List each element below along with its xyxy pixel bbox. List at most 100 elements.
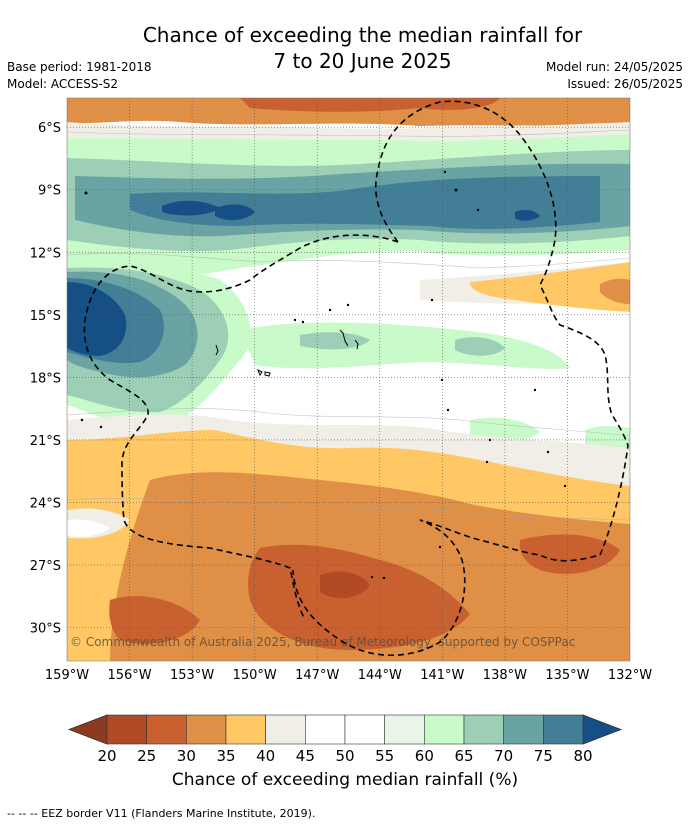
- colorbar-segment: [543, 714, 584, 745]
- island-dot: [476, 208, 480, 212]
- map-frame: [66, 97, 631, 662]
- lon-label: 138°W: [483, 668, 527, 683]
- region-dry-central-east: [470, 262, 630, 312]
- region-wettest-north-1: [162, 200, 220, 216]
- lon-label: 132°W: [608, 668, 652, 683]
- lon-label: 141°W: [420, 668, 464, 683]
- island-4: [354, 339, 359, 350]
- region-wet-mid-central-east: [455, 337, 505, 356]
- eez-border-west: [83, 234, 399, 621]
- contour-lines: [67, 129, 630, 521]
- island-dot: [446, 408, 450, 412]
- island-1: [257, 368, 263, 377]
- island-dot: [293, 318, 297, 322]
- meta-left: Base period: 1981-2018 Model: ACCESS-S2: [7, 59, 152, 93]
- colorbar-segment: [463, 714, 504, 745]
- lat-label: 9°S: [38, 184, 61, 199]
- island-dot: [438, 545, 442, 549]
- colorbar-segment: [106, 714, 147, 745]
- island-dot: [546, 450, 550, 454]
- contour-line: [67, 129, 630, 137]
- longitude-labels: 159°W 156°W 153°W 150°W 147°W 144°W 141°W 138°W…: [45, 668, 652, 683]
- colorbar-segment: [146, 714, 187, 745]
- island-5: [215, 344, 219, 356]
- colorbar-tick-label: 55: [375, 747, 394, 765]
- colorbar-tick-label: 50: [335, 747, 354, 765]
- eez-footnote: -- -- -- EEZ border V11 (Flanders Marine…: [7, 807, 316, 820]
- lat-label: 15°S: [30, 309, 61, 324]
- region-very-dry-south-west: [109, 596, 200, 644]
- colorbar-tick-label: 30: [177, 747, 196, 765]
- island-dot: [301, 320, 305, 324]
- lat-label: 30°S: [30, 622, 61, 637]
- island-dot: [440, 378, 444, 382]
- region-very-dry-south: [248, 544, 470, 650]
- map-title: Chance of exceeding the median rainfall …: [0, 22, 690, 74]
- island-dot: [346, 303, 350, 307]
- lat-label: 27°S: [30, 559, 61, 574]
- island-dot: [533, 388, 537, 392]
- island-dot: [370, 575, 374, 579]
- colorbar-segment: [305, 714, 346, 745]
- region-very-dry-south-east: [519, 534, 620, 574]
- colorbar-segment: [424, 714, 465, 745]
- colorbar-tick-label: 75: [534, 747, 553, 765]
- lon-label: 135°W: [545, 668, 589, 683]
- colorbar-tick-label: 20: [97, 747, 116, 765]
- island-dot: [84, 191, 88, 195]
- map-plot-area: © Commonwealth of Australia 2025, Bureau…: [67, 98, 630, 661]
- island-dot: [80, 418, 84, 422]
- island-dot: [430, 298, 434, 302]
- base-period-text: Base period: 1981-2018: [7, 60, 152, 74]
- title-line-2: 7 to 20 June 2025: [273, 49, 452, 73]
- colorbar-label: Chance of exceeding median rainfall (%): [171, 770, 519, 790]
- colorbar-tick-label: 40: [256, 747, 275, 765]
- colorbar-high-arrow: [582, 714, 623, 745]
- copyright-text: © Commonwealth of Australia 2025, Bureau…: [70, 635, 575, 649]
- island-dot: [563, 484, 567, 488]
- colorbar-tick-label: 65: [454, 747, 473, 765]
- island-2: [264, 371, 271, 377]
- colorbar-segment: [384, 714, 425, 745]
- colorbar-segment: [225, 714, 266, 745]
- colorbar-segment: [503, 714, 544, 745]
- lon-label: 159°W: [45, 668, 89, 683]
- colorbar-tick-label: 35: [216, 747, 235, 765]
- region-very-dry-north: [240, 98, 500, 112]
- lon-label: 144°W: [358, 668, 402, 683]
- region-white-southwest: [67, 519, 110, 537]
- lon-label: 156°W: [107, 668, 151, 683]
- island-dot: [328, 308, 332, 312]
- colorbar: 20 25 30 35 40 45 50 55 60 65 70 75 80: [67, 714, 623, 765]
- lat-label: 24°S: [30, 497, 61, 512]
- island-3: [339, 329, 349, 347]
- region-wet-mid-central: [300, 332, 370, 350]
- lat-label: 6°S: [38, 121, 61, 136]
- colorbar-segment: [186, 714, 227, 745]
- lat-label: 21°S: [30, 434, 61, 449]
- lat-label: 18°S: [30, 371, 61, 386]
- meta-right: Model run: 24/05/2025 Issued: 26/05/2025: [546, 59, 683, 93]
- region-wettest-north-3: [515, 209, 540, 221]
- lon-label: 147°W: [295, 668, 339, 683]
- region-wettest-west: [67, 282, 127, 356]
- eez-border-north: [292, 100, 629, 657]
- model-run-text: Model run: 24/05/2025: [545, 60, 683, 74]
- colorbar-segment: [265, 714, 306, 745]
- colorbar-tick-label: 70: [494, 747, 513, 765]
- issued-text: Issued: 26/05/2025: [567, 77, 683, 91]
- contour-line: [67, 498, 630, 521]
- contour-line: [67, 253, 630, 269]
- island-dot: [99, 425, 103, 429]
- region-dry-north: [67, 98, 630, 126]
- region-dry-mid-east: [600, 278, 630, 304]
- island-dot: [443, 170, 447, 174]
- title-line-1: Chance of exceeding the median rainfall …: [142, 23, 583, 47]
- eez-borders: [83, 100, 629, 657]
- colorbar-low-arrow: [67, 714, 108, 745]
- lat-label: 12°S: [30, 246, 61, 261]
- island-dot: [454, 188, 458, 192]
- region-driest-south: [320, 571, 370, 599]
